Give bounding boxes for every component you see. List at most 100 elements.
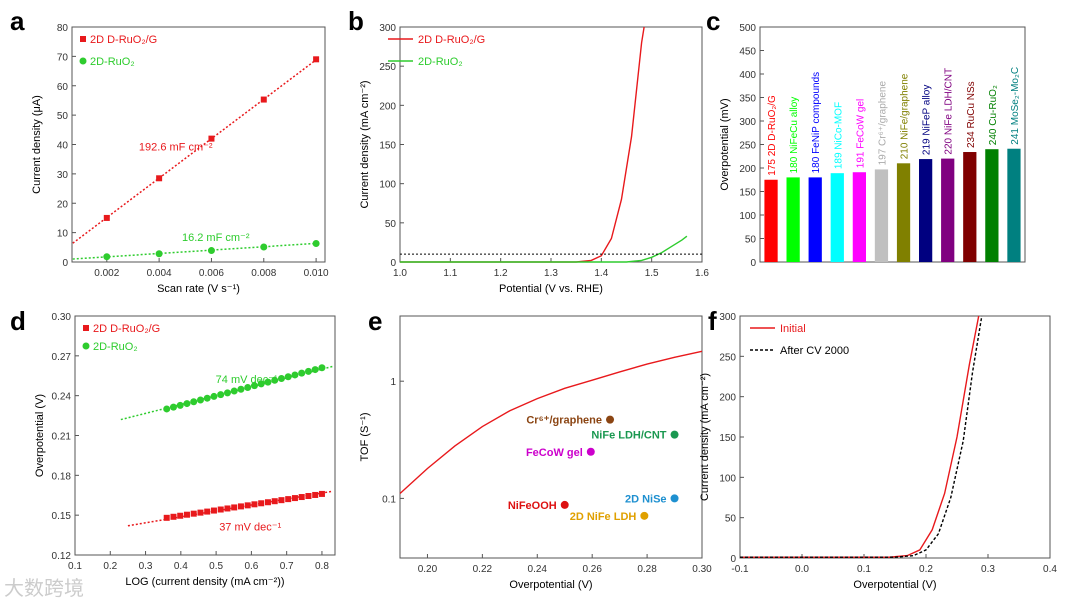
y-tick-label: 100 bbox=[379, 180, 396, 191]
data-point bbox=[298, 369, 306, 377]
panel-f: f 0 50 100 150 200 250 300 -0.1 0.0 0.1 0.2 0.3 0.4 Ov… bbox=[699, 306, 1057, 591]
panel-letter: e bbox=[368, 306, 382, 336]
y-tick-label: 0.18 bbox=[52, 471, 72, 482]
bar-label: 180 NiFeCu alloy bbox=[789, 97, 800, 174]
bar bbox=[963, 152, 977, 262]
panel-d: d 0.12 0.15 0.18 0.21 0.24 0.27 0.30 0.1 0.2 0.3 0.… bbox=[10, 306, 336, 588]
data-point bbox=[224, 505, 231, 512]
y-axis-label: TOF (S⁻¹) bbox=[359, 413, 371, 462]
y-tick-label: 0.30 bbox=[52, 312, 72, 323]
x-tick-label: 0.20 bbox=[418, 564, 438, 575]
reference-point-label: FeCoW gel bbox=[526, 447, 583, 459]
x-tick-label: 0.28 bbox=[637, 564, 657, 575]
y-axis-label: Current density (μA) bbox=[31, 95, 43, 194]
x-tick-label: 0.1 bbox=[857, 564, 871, 575]
x-tick-label: 1.2 bbox=[494, 268, 508, 279]
series-line bbox=[400, 235, 688, 263]
data-point bbox=[210, 392, 218, 400]
y-tick-label: 30 bbox=[57, 170, 69, 181]
data-point bbox=[231, 504, 238, 511]
y-tick-label: 200 bbox=[719, 393, 736, 404]
x-tick-label: 0.22 bbox=[473, 564, 493, 575]
y-tick-label: 250 bbox=[379, 62, 396, 73]
bar bbox=[786, 177, 800, 262]
y-tick-label: 300 bbox=[719, 312, 736, 323]
x-tick-label: 1.5 bbox=[645, 268, 659, 279]
data-point bbox=[278, 497, 285, 504]
data-point bbox=[204, 508, 211, 515]
panel-b: b 0 50 100 150 200 250 300 1.0 1.1 1.2 1.3 1.4 1.5 1.6… bbox=[348, 6, 709, 295]
slope-annotation: 37 mV dec⁻¹ bbox=[219, 522, 281, 534]
y-tick-label: 300 bbox=[379, 23, 396, 34]
x-tick-label: 0.24 bbox=[528, 564, 548, 575]
x-tick-label: 0.006 bbox=[199, 268, 224, 279]
x-tick-label: 1.3 bbox=[544, 268, 558, 279]
y-tick-label: 50 bbox=[57, 111, 69, 122]
series-line bbox=[400, 26, 645, 263]
reference-point-label: 2D NiFe LDH bbox=[570, 511, 637, 523]
bar-label: 240 Cu-RuO₂ bbox=[988, 85, 999, 145]
data-point bbox=[312, 491, 319, 498]
y-tick-label: 1 bbox=[390, 377, 396, 388]
y-axis-label: Current density (mA cm⁻²) bbox=[699, 373, 711, 501]
data-point bbox=[304, 367, 312, 375]
y-tick-label: 0.12 bbox=[52, 551, 72, 562]
bar-label: 189 NiCo-MOF bbox=[833, 102, 844, 169]
data-point bbox=[271, 376, 279, 384]
x-tick-label: -0.1 bbox=[731, 564, 749, 575]
data-point bbox=[217, 506, 224, 513]
series-line bbox=[399, 350, 703, 495]
data-point bbox=[103, 253, 111, 261]
y-tick-label: 0.15 bbox=[52, 511, 72, 522]
y-tick-label: 150 bbox=[379, 141, 396, 152]
panel-c: c 0 50 100 150 200 250 300 350 400 450 500 175 2D D-… bbox=[706, 6, 1026, 269]
x-tick-label: 0.2 bbox=[103, 561, 117, 572]
y-tick-label: 0.24 bbox=[52, 392, 72, 403]
plot-frame bbox=[399, 315, 703, 559]
data-point bbox=[217, 391, 225, 399]
y-tick-label: 50 bbox=[725, 514, 737, 525]
bar bbox=[896, 163, 911, 262]
x-axis-label: Overpotential (V) bbox=[853, 579, 936, 591]
x-axis-label: Scan rate (V s⁻¹) bbox=[157, 283, 240, 295]
reference-point bbox=[586, 447, 595, 456]
data-point bbox=[318, 490, 325, 497]
y-tick-label: 40 bbox=[57, 141, 69, 152]
bar bbox=[985, 149, 999, 262]
bar-label: 191 FeCoW gel bbox=[855, 99, 866, 168]
bar bbox=[919, 159, 933, 262]
x-tick-label: 0.4 bbox=[1043, 564, 1057, 575]
y-tick-label: 250 bbox=[719, 352, 736, 363]
y-tick-label: 0 bbox=[730, 554, 736, 565]
data-point bbox=[291, 495, 298, 502]
legend-label: 2D D-RuO₂/G bbox=[418, 34, 485, 46]
y-axis-label: Overpotential (V) bbox=[34, 394, 46, 477]
legend-label: Initial bbox=[780, 323, 806, 335]
y-tick-label: 50 bbox=[745, 235, 757, 246]
data-point bbox=[271, 498, 278, 505]
legend-label: 2D D-RuO₂/G bbox=[90, 34, 157, 46]
y-tick-label: 150 bbox=[739, 188, 756, 199]
y-tick-label: 0 bbox=[750, 258, 756, 269]
data-point bbox=[155, 250, 163, 258]
legend-label: 2D-RuO₂ bbox=[418, 56, 463, 68]
fit-line bbox=[72, 242, 319, 260]
panel-letter: f bbox=[708, 306, 717, 336]
data-point bbox=[237, 385, 245, 393]
data-point bbox=[318, 364, 326, 372]
data-point bbox=[103, 214, 110, 221]
bar bbox=[1007, 148, 1021, 262]
data-point bbox=[197, 509, 204, 516]
legend-marker bbox=[83, 325, 89, 331]
panel-letter: a bbox=[10, 6, 25, 36]
legend-marker bbox=[80, 36, 86, 42]
series-line bbox=[740, 315, 983, 558]
bar-label: 180 FeNiP compounds bbox=[811, 72, 822, 174]
data-point bbox=[210, 507, 217, 514]
data-point bbox=[257, 380, 265, 388]
y-axis-label: Overpotential (mV) bbox=[719, 98, 731, 190]
reference-point-label: NiFe LDH/CNT bbox=[591, 430, 666, 442]
y-tick-label: 350 bbox=[739, 94, 756, 105]
bar bbox=[852, 172, 866, 262]
x-axis-label: Overpotential (V) bbox=[509, 579, 592, 591]
